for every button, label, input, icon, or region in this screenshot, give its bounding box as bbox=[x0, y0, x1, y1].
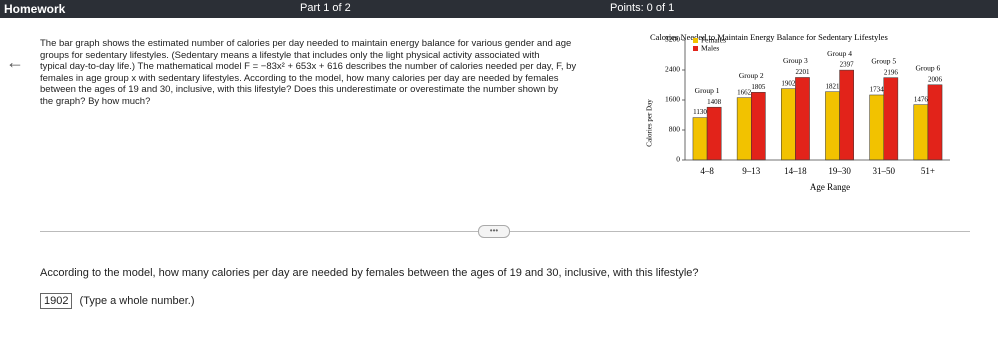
value-label: 2201 bbox=[795, 68, 810, 76]
answer-row: 1902 (Type a whole number.) bbox=[40, 293, 195, 309]
x-tick-label: 51+ bbox=[921, 166, 935, 176]
points-label: Points: 0 of 1 bbox=[610, 2, 675, 14]
legend-label: Males bbox=[701, 44, 719, 53]
bar bbox=[883, 77, 899, 161]
value-label: 1476 bbox=[914, 95, 929, 103]
bar bbox=[692, 117, 708, 161]
group-label: Group 1 bbox=[695, 86, 720, 95]
x-tick-label: 4–8 bbox=[700, 166, 714, 176]
y-tick-label: 3200 bbox=[665, 35, 680, 44]
x-tick-label: 9–13 bbox=[742, 166, 761, 176]
value-label: 2006 bbox=[928, 75, 943, 83]
problem-text: The bar graph shows the estimated number… bbox=[40, 38, 630, 108]
value-label: 1805 bbox=[751, 83, 766, 91]
bar bbox=[839, 69, 854, 161]
x-tick-label: 19–30 bbox=[828, 166, 851, 176]
value-label: 2397 bbox=[840, 61, 855, 69]
group-label: Group 3 bbox=[783, 56, 808, 65]
value-label: 1662 bbox=[737, 88, 752, 96]
group-label: Group 2 bbox=[739, 71, 764, 80]
problem-line: the graph? By how much? bbox=[40, 95, 151, 107]
answer-input[interactable]: 1902 bbox=[40, 293, 73, 309]
back-arrow[interactable]: ← bbox=[6, 52, 24, 72]
chart-title: Calories Needed to Maintain Energy Balan… bbox=[650, 32, 888, 42]
part-label[interactable]: Part 1 of 2 bbox=[300, 2, 351, 14]
value-label: 2196 bbox=[884, 68, 899, 76]
problem-line: typical day-to-day life.) The mathematic… bbox=[40, 61, 577, 73]
y-tick-label: 0 bbox=[676, 155, 680, 164]
value-label: 1902 bbox=[781, 79, 796, 87]
bar bbox=[927, 84, 943, 161]
question: According to the model, how many calorie… bbox=[40, 267, 699, 279]
bar bbox=[869, 94, 885, 161]
header-bar: Homework Part 1 of 2 Points: 0 of 1 bbox=[0, 0, 998, 18]
y-tick-label: 2400 bbox=[665, 65, 680, 74]
x-tick-label: 31–50 bbox=[873, 166, 896, 176]
group-label: Group 6 bbox=[916, 63, 941, 72]
x-tick-label: 14–18 bbox=[784, 166, 807, 176]
group-label: Group 5 bbox=[871, 56, 896, 65]
bar bbox=[706, 106, 722, 161]
answer-hint: (Type a whole number.) bbox=[79, 295, 195, 307]
value-label: 1734 bbox=[870, 86, 885, 94]
legend-swatch bbox=[693, 46, 698, 51]
legend-label: Females bbox=[701, 36, 726, 45]
legend-swatch bbox=[693, 38, 698, 43]
bar bbox=[736, 97, 752, 161]
bar bbox=[781, 88, 796, 161]
y-tick-label: 800 bbox=[669, 125, 681, 134]
y-axis-label: Calories per Day bbox=[646, 99, 654, 147]
value-label: 1130 bbox=[693, 108, 707, 116]
app-title: Homework bbox=[4, 2, 66, 16]
problem-line: between the ages of 19 and 30, inclusive… bbox=[40, 84, 559, 96]
group-label: Group 4 bbox=[827, 49, 852, 58]
expand-button[interactable]: ••• bbox=[478, 225, 510, 238]
y-tick-label: 1600 bbox=[665, 95, 680, 104]
bar bbox=[825, 91, 840, 161]
bar bbox=[795, 77, 810, 161]
problem-line: females in age group x with sedentary li… bbox=[40, 72, 559, 84]
x-axis-label: Age Range bbox=[810, 182, 850, 192]
problem-line: groups for sedentary lifestyles. (Sedent… bbox=[40, 49, 540, 61]
bar bbox=[751, 92, 766, 161]
value-label: 1821 bbox=[826, 82, 841, 90]
bar bbox=[913, 104, 929, 161]
value-label: 1408 bbox=[707, 98, 722, 106]
bar-chart: Calories Needed to Maintain Energy Balan… bbox=[646, 32, 950, 192]
problem-line: The bar graph shows the estimated number… bbox=[40, 38, 572, 49]
